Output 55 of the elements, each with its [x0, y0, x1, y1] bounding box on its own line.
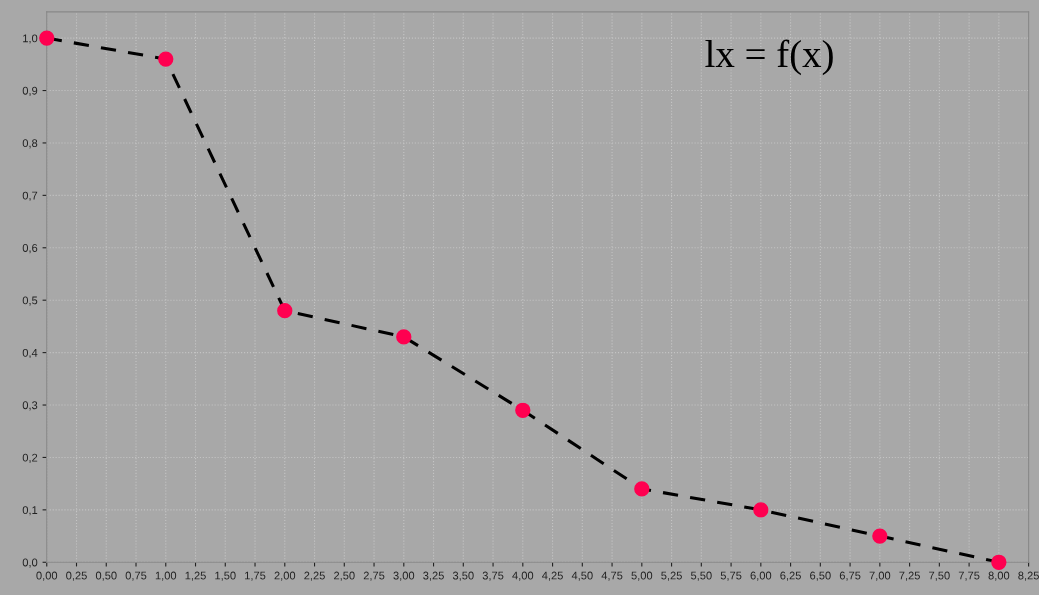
point [396, 329, 412, 345]
x-tick-label: 1,25 [185, 571, 206, 581]
x-tick-label: 7,50 [929, 571, 950, 581]
x-tick-label: 7,25 [899, 571, 920, 581]
x-tick-label: 2,25 [304, 571, 325, 581]
x-tick-label: 6,75 [839, 571, 861, 581]
x-tick-label: 7,00 [869, 571, 891, 581]
y-tick-label: 0,2 [22, 453, 38, 463]
x-tick-label: 0,25 [66, 571, 87, 581]
point [991, 554, 1007, 570]
y-tick-label: 0,8 [22, 139, 38, 149]
x-tick-label: 3,75 [482, 571, 504, 581]
y-tick-label: 0,6 [22, 244, 38, 254]
x-tick-label: 1,75 [245, 571, 266, 581]
point [39, 30, 55, 46]
x-tick-label: 0,00 [36, 571, 58, 581]
x-tick-label: 5,00 [631, 571, 653, 581]
y-tick-label: 1,0 [23, 34, 38, 44]
x-tick-label: 4,75 [601, 571, 623, 581]
x-tick-label: 1,00 [155, 571, 177, 581]
x-tick-label: 3,50 [452, 571, 474, 581]
y-tick-label: 0,4 [22, 348, 38, 359]
x-tick-label: 5,75 [720, 571, 742, 581]
x-tick-label: 4,25 [542, 571, 563, 581]
point [277, 303, 293, 319]
x-tick-label: 2,75 [363, 571, 385, 581]
point [158, 51, 174, 67]
point [634, 481, 650, 497]
x-tick-label: 0,50 [95, 571, 117, 581]
x-tick-label: 4,00 [512, 571, 534, 581]
x-tick-label: 6,00 [750, 571, 772, 581]
x-tick-label: 7,75 [958, 571, 980, 581]
point [753, 502, 769, 518]
x-tick-label: 8,25 [1018, 571, 1039, 581]
x-tick-label: 6,25 [780, 571, 801, 581]
x-tick-label: 3,00 [393, 571, 415, 581]
x-tick-label: 0,75 [125, 571, 147, 581]
y-tick-label: 0,0 [22, 558, 38, 568]
x-tick-label: 3,25 [423, 571, 444, 581]
annotation: lx = f(x) [705, 39, 833, 76]
y-tick-label: 0,7 [22, 191, 38, 201]
y-tick-label: 0,9 [22, 86, 38, 96]
point [872, 528, 888, 544]
x-tick-label: 6,50 [810, 571, 831, 581]
point [515, 402, 531, 418]
x-tick-label: 5,25 [661, 571, 682, 581]
y-tick-label: 0,5 [22, 296, 38, 306]
y-tick-label: 0,1 [22, 506, 38, 516]
x-tick-label: 2,50 [334, 571, 355, 581]
x-tick-label: 8,00 [988, 571, 1010, 581]
x-tick-label: 5,50 [690, 571, 712, 581]
x-tick-label: 4,50 [571, 571, 593, 581]
y-tick-label: 0,3 [22, 401, 38, 411]
x-tick-label: 2,00 [274, 571, 296, 581]
x-tick-label: 1,50 [215, 571, 236, 581]
